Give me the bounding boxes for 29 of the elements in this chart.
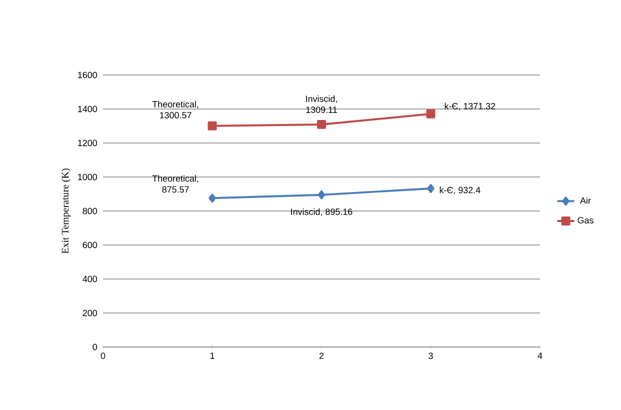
x-tick-label: 3 bbox=[428, 352, 433, 359]
y-tick-label: 1200 bbox=[78, 140, 98, 146]
data-label: k-Є, 1371.32 bbox=[444, 102, 496, 110]
y-tick-label: 1000 bbox=[78, 174, 98, 180]
y-tick-label: 1400 bbox=[78, 106, 98, 112]
y-tick-label: 800 bbox=[82, 208, 98, 214]
point bbox=[426, 109, 436, 118]
y-tick-label: 1600 bbox=[78, 72, 98, 78]
x-tick-label: 1 bbox=[210, 352, 214, 359]
point bbox=[208, 194, 216, 203]
y-axis-title: Exit Temperature (K) bbox=[62, 168, 71, 254]
y-tick-label: 0 bbox=[92, 344, 98, 350]
data-label: Inviscid, 1309.11 bbox=[306, 95, 337, 113]
legend-label: Gas bbox=[578, 217, 594, 224]
y-tick-label: 600 bbox=[82, 242, 98, 248]
data-label: k-Є, 932.4 bbox=[440, 186, 480, 194]
x-tick-label: 4 bbox=[538, 352, 542, 359]
point bbox=[208, 121, 217, 130]
data-label: Inviscid, 895.16 bbox=[291, 208, 352, 216]
x-tick-label: 2 bbox=[319, 352, 324, 359]
y-tick-label: 400 bbox=[82, 276, 98, 282]
point bbox=[318, 190, 326, 200]
point bbox=[317, 120, 326, 129]
point bbox=[427, 184, 434, 193]
x-tick-label: 0 bbox=[100, 352, 106, 359]
data-label: Theoretical, 1300.57 bbox=[152, 100, 198, 118]
y-tick-label: 200 bbox=[82, 310, 98, 316]
data-label: Theoretical, 875.57 bbox=[152, 175, 198, 193]
legend-label: Air bbox=[580, 197, 591, 204]
